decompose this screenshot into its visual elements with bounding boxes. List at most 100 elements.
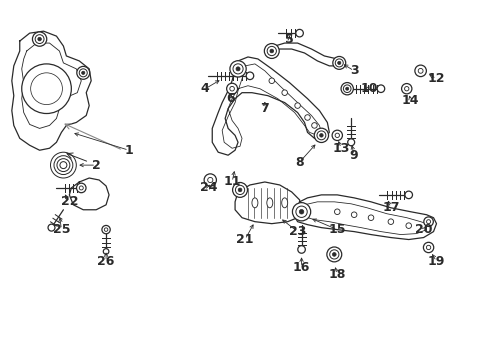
Text: 18: 18 <box>328 268 345 281</box>
Circle shape <box>423 217 432 226</box>
Text: 17: 17 <box>381 201 399 214</box>
Text: 25: 25 <box>53 223 70 236</box>
Text: 24: 24 <box>199 181 217 194</box>
Text: 13: 13 <box>332 142 349 155</box>
Circle shape <box>304 115 310 120</box>
Circle shape <box>335 59 343 67</box>
Circle shape <box>232 64 243 74</box>
Circle shape <box>77 66 89 79</box>
Circle shape <box>48 224 55 231</box>
Circle shape <box>295 206 306 217</box>
Circle shape <box>264 44 279 58</box>
Circle shape <box>235 185 244 194</box>
Circle shape <box>35 35 44 44</box>
Polygon shape <box>69 178 109 210</box>
Circle shape <box>236 67 240 71</box>
Circle shape <box>27 96 33 102</box>
Text: 23: 23 <box>288 225 305 238</box>
Circle shape <box>50 105 56 112</box>
Circle shape <box>345 87 348 90</box>
Ellipse shape <box>266 198 272 208</box>
Text: 10: 10 <box>360 82 377 95</box>
Text: 7: 7 <box>260 102 269 115</box>
Text: 1: 1 <box>124 144 133 157</box>
Polygon shape <box>293 195 436 239</box>
Circle shape <box>31 73 62 105</box>
Text: 12: 12 <box>427 72 445 85</box>
Circle shape <box>367 215 373 220</box>
Circle shape <box>57 159 70 172</box>
Text: 14: 14 <box>401 94 419 107</box>
Polygon shape <box>21 43 81 129</box>
Circle shape <box>54 156 73 175</box>
Text: 2: 2 <box>92 159 101 172</box>
Circle shape <box>238 188 242 192</box>
Circle shape <box>329 250 338 259</box>
Text: 16: 16 <box>292 261 309 274</box>
Text: 19: 19 <box>427 255 444 268</box>
Circle shape <box>326 247 341 262</box>
Circle shape <box>21 64 71 113</box>
Text: 6: 6 <box>225 92 234 105</box>
Polygon shape <box>12 31 91 150</box>
Circle shape <box>102 225 110 234</box>
Text: 15: 15 <box>328 223 346 236</box>
Polygon shape <box>235 182 301 224</box>
Circle shape <box>351 212 356 217</box>
Circle shape <box>77 184 85 192</box>
Text: 3: 3 <box>349 64 358 77</box>
Circle shape <box>32 32 47 46</box>
Text: 9: 9 <box>349 149 358 162</box>
Circle shape <box>334 133 339 138</box>
Circle shape <box>268 78 274 84</box>
Circle shape <box>387 219 393 224</box>
Circle shape <box>292 203 310 221</box>
Circle shape <box>266 46 276 55</box>
Circle shape <box>79 186 83 190</box>
Circle shape <box>50 152 76 178</box>
Text: 20: 20 <box>414 223 431 236</box>
Circle shape <box>405 223 411 229</box>
Circle shape <box>104 228 108 231</box>
Circle shape <box>60 162 67 168</box>
Circle shape <box>414 65 426 77</box>
Circle shape <box>404 191 412 199</box>
Circle shape <box>207 177 212 183</box>
Circle shape <box>426 220 430 224</box>
Text: 4: 4 <box>201 82 209 95</box>
Ellipse shape <box>251 198 257 208</box>
Circle shape <box>331 130 342 140</box>
Text: 22: 22 <box>61 195 78 208</box>
Circle shape <box>314 128 328 143</box>
Circle shape <box>334 209 339 215</box>
Circle shape <box>245 72 253 80</box>
Circle shape <box>340 82 353 95</box>
Circle shape <box>226 83 237 94</box>
Circle shape <box>229 86 234 91</box>
Circle shape <box>229 61 245 77</box>
Circle shape <box>311 123 317 128</box>
Polygon shape <box>267 43 341 66</box>
Text: 21: 21 <box>236 233 253 246</box>
Circle shape <box>332 57 345 69</box>
Text: 11: 11 <box>223 175 241 189</box>
Circle shape <box>401 84 411 94</box>
Circle shape <box>376 85 384 93</box>
Ellipse shape <box>281 198 287 208</box>
Circle shape <box>76 183 86 193</box>
Circle shape <box>337 61 340 64</box>
Circle shape <box>203 174 216 186</box>
Circle shape <box>426 245 430 249</box>
Circle shape <box>282 90 287 95</box>
Circle shape <box>81 71 85 75</box>
Polygon shape <box>212 57 328 155</box>
Circle shape <box>332 253 335 256</box>
Circle shape <box>295 30 303 37</box>
Circle shape <box>343 85 350 93</box>
Circle shape <box>79 69 87 77</box>
Circle shape <box>347 139 354 146</box>
Text: 26: 26 <box>97 255 115 268</box>
Text: 5: 5 <box>285 33 293 46</box>
Circle shape <box>417 68 422 73</box>
Circle shape <box>423 242 433 253</box>
